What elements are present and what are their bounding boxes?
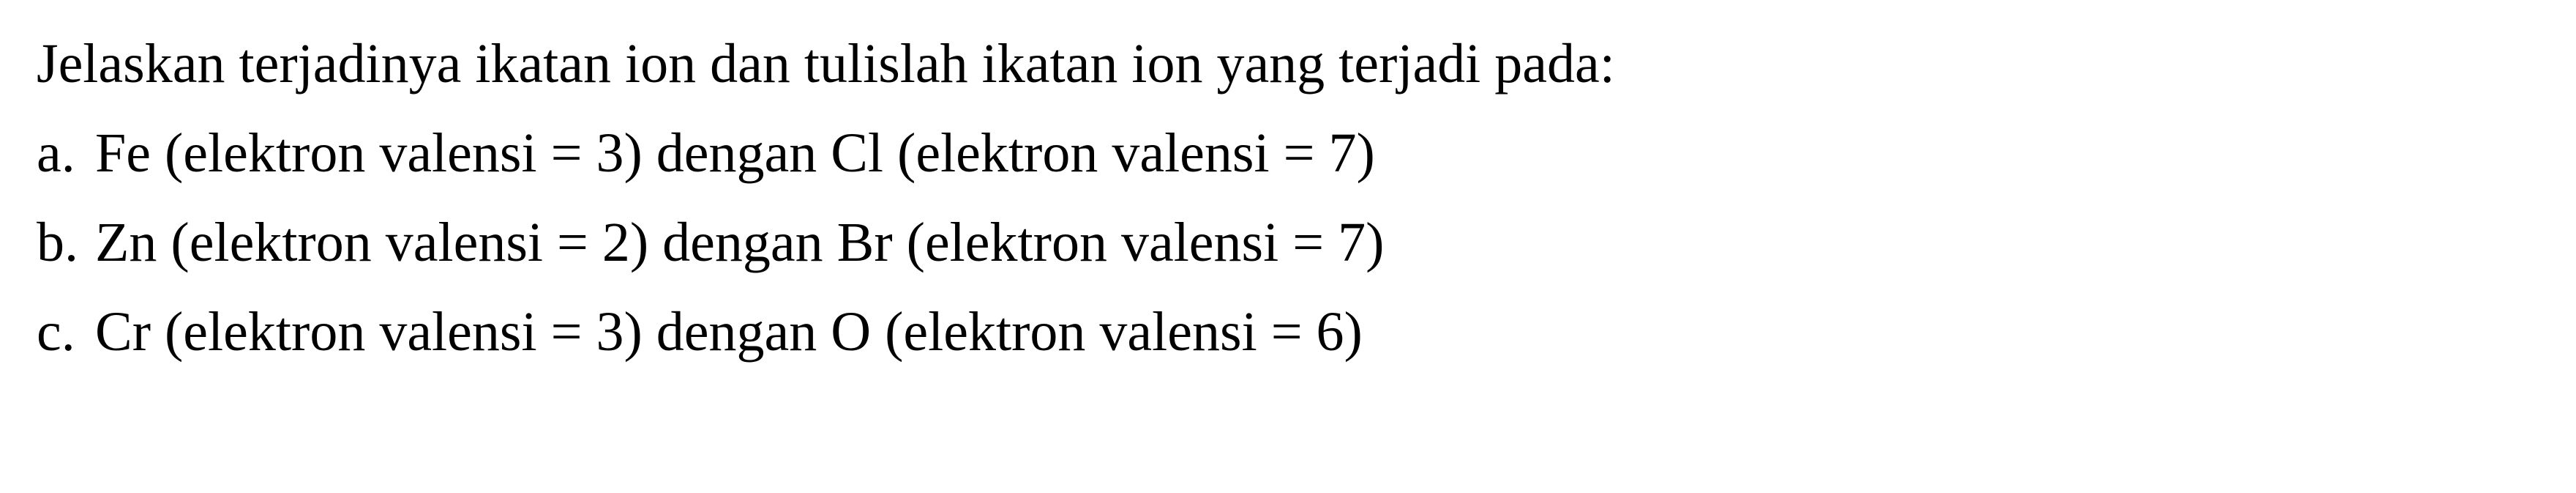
sub-item-label-a: a. (37, 111, 95, 195)
sub-item-label-c: c. (37, 290, 95, 374)
sub-item-label-b: b. (37, 201, 95, 284)
sub-item-text-a: Fe (elektron valensi = 3) dengan Cl (ele… (95, 111, 2539, 195)
sub-item-c: c. Cr (elektron valensi = 3) dengan O (e… (37, 290, 2539, 374)
sub-item-a: a. Fe (elektron valensi = 3) dengan Cl (… (37, 111, 2539, 195)
sub-item-text-b: Zn (elektron valensi = 2) dengan Br (ele… (95, 201, 2539, 284)
problem-title: Jelaskan terjadinya ikatan ion dan tulis… (37, 22, 2539, 105)
sub-item-b: b. Zn (elektron valensi = 2) dengan Br (… (37, 201, 2539, 284)
sub-item-text-c: Cr (elektron valensi = 3) dengan O (elek… (95, 290, 2539, 374)
problem-container: Jelaskan terjadinya ikatan ion dan tulis… (37, 22, 2539, 374)
sub-items-list: a. Fe (elektron valensi = 3) dengan Cl (… (37, 111, 2539, 374)
